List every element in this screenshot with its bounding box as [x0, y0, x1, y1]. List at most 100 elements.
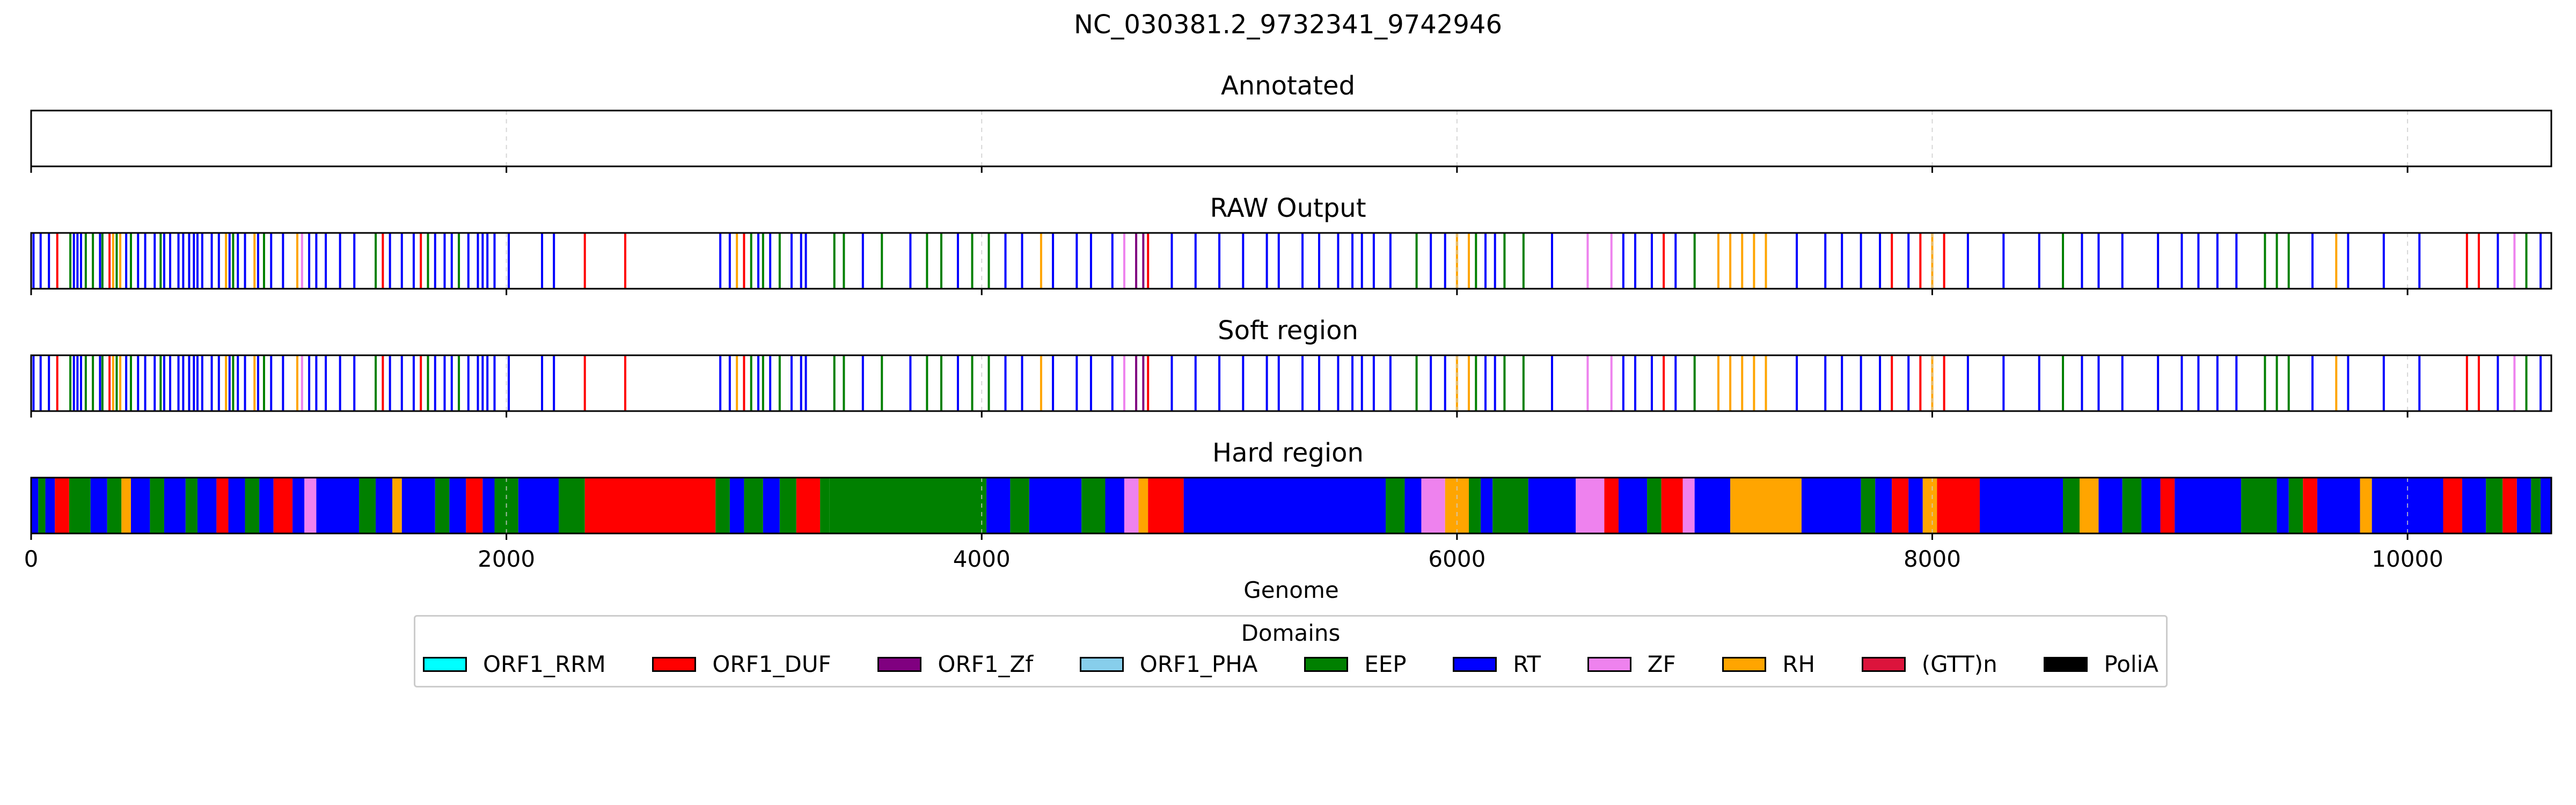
panel-frame-annotated — [30, 109, 2552, 167]
domain-block-eep — [744, 478, 763, 533]
domain-block-rt — [986, 478, 1011, 533]
panel-frame-raw-output — [30, 232, 2552, 290]
domain-block-rh — [392, 478, 402, 533]
legend-items: ORF1_RRM ORF1_DUF ORF1_Zf ORF1_PHA EEP R… — [423, 651, 2158, 677]
x-tick-label: 2000 — [478, 546, 535, 572]
legend-label: EEP — [1364, 651, 1407, 677]
legend-swatch — [2044, 656, 2088, 672]
domain-block-orf1-duf — [1604, 478, 1619, 533]
domain-block-eep — [779, 478, 796, 533]
domain-block-eep — [1492, 478, 1528, 533]
domain-block-rt — [376, 478, 393, 533]
panel-title-hard-region: Hard region — [1212, 438, 1364, 468]
domain-block-zf — [1421, 478, 1445, 533]
domain-block-eep — [245, 478, 260, 533]
raw-output-ticks — [30, 289, 2409, 295]
domain-block-eep — [1469, 478, 1481, 533]
domain-block-zf — [1576, 478, 1605, 533]
domain-block-orf1-duf — [55, 478, 69, 533]
domain-block-rt — [1183, 478, 1386, 533]
domain-block-rt — [763, 478, 780, 533]
domain-block-rt — [164, 478, 186, 533]
domain-block-rt — [2317, 478, 2360, 533]
panel-title-soft-region: Soft region — [1218, 316, 1358, 346]
domain-block-eep — [435, 478, 450, 533]
domain-block-rt — [2141, 478, 2161, 533]
legend-item: EEP — [1304, 651, 1407, 677]
panel-hard-region: Hard region 0 2000 4000 6000 8000 10000 — [24, 438, 2552, 572]
domain-block-rh — [1138, 478, 1148, 533]
soft-region-marks — [32, 355, 2542, 411]
domain-block-zf — [1682, 478, 1695, 533]
domain-block-rh — [121, 478, 131, 533]
domain-block-rt — [1908, 478, 1923, 533]
domain-block-rt — [1618, 478, 1648, 533]
x-tick-label: 6000 — [1428, 546, 1485, 572]
domain-block-orf1-duf — [796, 478, 821, 533]
domain-block-orf1-duf — [466, 478, 483, 533]
domain-block-eep — [1647, 478, 1662, 533]
domain-block-eep — [69, 478, 91, 533]
legend-item: (GTT)n — [1861, 651, 1997, 677]
x-tick-label: 0 — [24, 546, 39, 572]
domain-block-orf1-duf — [1661, 478, 1683, 533]
domain-block-rt — [1980, 478, 2063, 533]
x-tick-label: 4000 — [953, 546, 1011, 572]
domain-block-eep — [359, 478, 376, 533]
domain-block-rt — [2462, 478, 2486, 533]
legend-item: ORF1_PHA — [1079, 651, 1258, 677]
legend-label: ORF1_Zf — [938, 651, 1034, 677]
domain-block-orf1-duf — [1892, 478, 1909, 533]
domain-block-eep — [107, 478, 122, 533]
domain-block-rt — [1528, 478, 1576, 533]
domain-block-rt — [2098, 478, 2123, 533]
domain-block-rt — [2541, 478, 2551, 533]
legend-item: ORF1_RRM — [423, 651, 606, 677]
domain-block-orf1-duf — [584, 478, 716, 533]
domain-block-rt — [1694, 478, 1731, 533]
domain-block-orf1-duf — [1937, 478, 1980, 533]
domain-block-orf1-duf — [2303, 478, 2317, 533]
legend-label: RT — [1513, 651, 1541, 677]
domain-block-orf1-duf — [2502, 478, 2517, 533]
domain-block-eep — [38, 478, 46, 533]
domain-block-rt — [2277, 478, 2289, 533]
domain-block-rt — [1404, 478, 1422, 533]
domain-block-eep — [2531, 478, 2541, 533]
legend-title: Domains — [1241, 620, 1341, 646]
domain-block-zf — [1124, 478, 1139, 533]
domain-block-eep — [1010, 478, 1029, 533]
domain-block-eep — [1081, 478, 1106, 533]
legend-swatch — [1304, 656, 1349, 672]
raw-output-marks — [32, 233, 2542, 289]
domain-block-rt — [729, 478, 744, 533]
legend-swatch — [877, 656, 922, 672]
domain-block-eep — [2122, 478, 2142, 533]
domain-block-eep — [2288, 478, 2303, 533]
domain-block-rh — [1922, 478, 1937, 533]
domain-block-rt — [292, 478, 305, 533]
domain-block-eep — [559, 478, 585, 533]
legend: Domains ORF1_RRM ORF1_DUF ORF1_Zf ORF1_P… — [414, 615, 2168, 687]
domain-block-eep — [1861, 478, 1876, 533]
legend-label: ORF1_DUF — [712, 651, 831, 677]
domain-block-rt — [518, 478, 559, 533]
domain-block-rt — [259, 478, 274, 533]
domain-block-rt — [31, 478, 39, 533]
domain-block-rt — [316, 478, 360, 533]
annotated-marks — [506, 111, 2409, 166]
domain-block-orf1-duf — [2443, 478, 2462, 533]
domain-block-rh — [1730, 478, 1802, 533]
legend-label: RH — [1782, 651, 1816, 677]
legend-item: RT — [1453, 651, 1541, 677]
domain-block-rt — [130, 478, 150, 533]
domain-block-orf1-duf — [216, 478, 229, 533]
legend-item: RH — [1722, 651, 1815, 677]
panel-annotated: Annotated — [30, 71, 2552, 173]
hard-region-marks — [31, 478, 2551, 533]
domain-block-eep — [820, 478, 830, 533]
legend-item: ORF1_Zf — [877, 651, 1033, 677]
domain-block-rt — [1481, 478, 1493, 533]
domain-block-eep — [2486, 478, 2503, 533]
